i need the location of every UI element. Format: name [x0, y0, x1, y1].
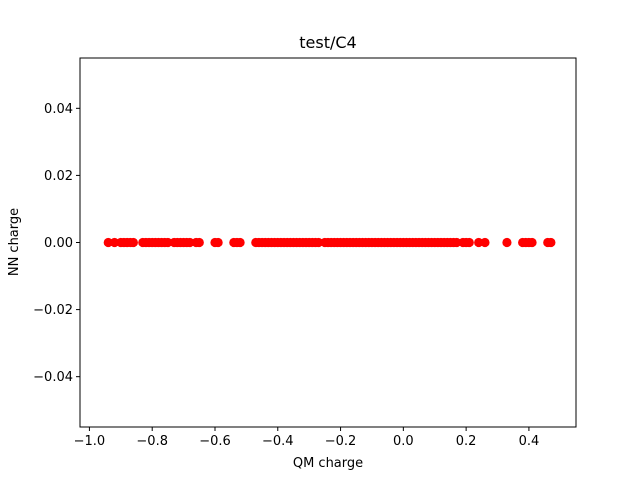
y-tick-label: 0.02 [44, 169, 73, 184]
x-tick-label: 0.4 [519, 434, 540, 449]
y-tick-label: 0.00 [44, 236, 73, 251]
data-points [103, 237, 556, 248]
y-tick-label: −0.04 [33, 370, 73, 385]
y-axis-label: NN charge [7, 208, 22, 276]
x-axis-ticks: −1.0 −0.8 −0.6 −0.4 −0.2 0.0 0.2 0.4 [74, 427, 540, 449]
plot-frame [79, 57, 577, 428]
x-tick-label: 0.0 [393, 434, 414, 449]
data-point [546, 237, 556, 248]
y-tick-label: −0.02 [33, 303, 73, 318]
data-point [480, 237, 490, 248]
x-tick-label: −0.2 [325, 434, 357, 449]
x-tick-label: −0.8 [136, 434, 168, 449]
data-point [502, 237, 512, 248]
x-tick-label: 0.2 [456, 434, 477, 449]
data-point [464, 237, 474, 248]
x-tick-label: −0.4 [262, 434, 294, 449]
x-tick-label: −0.6 [199, 434, 231, 449]
data-point [128, 237, 138, 248]
data-point [194, 237, 204, 248]
data-point [235, 237, 245, 248]
y-axis-ticks: −0.04 −0.02 0.00 0.02 0.04 [33, 102, 80, 385]
chart-title: test/C4 [299, 33, 356, 52]
data-point [527, 237, 537, 248]
x-tick-label: −1.0 [74, 434, 106, 449]
y-tick-label: 0.04 [44, 102, 73, 117]
data-point [213, 237, 223, 248]
x-axis-label: QM charge [293, 456, 363, 471]
